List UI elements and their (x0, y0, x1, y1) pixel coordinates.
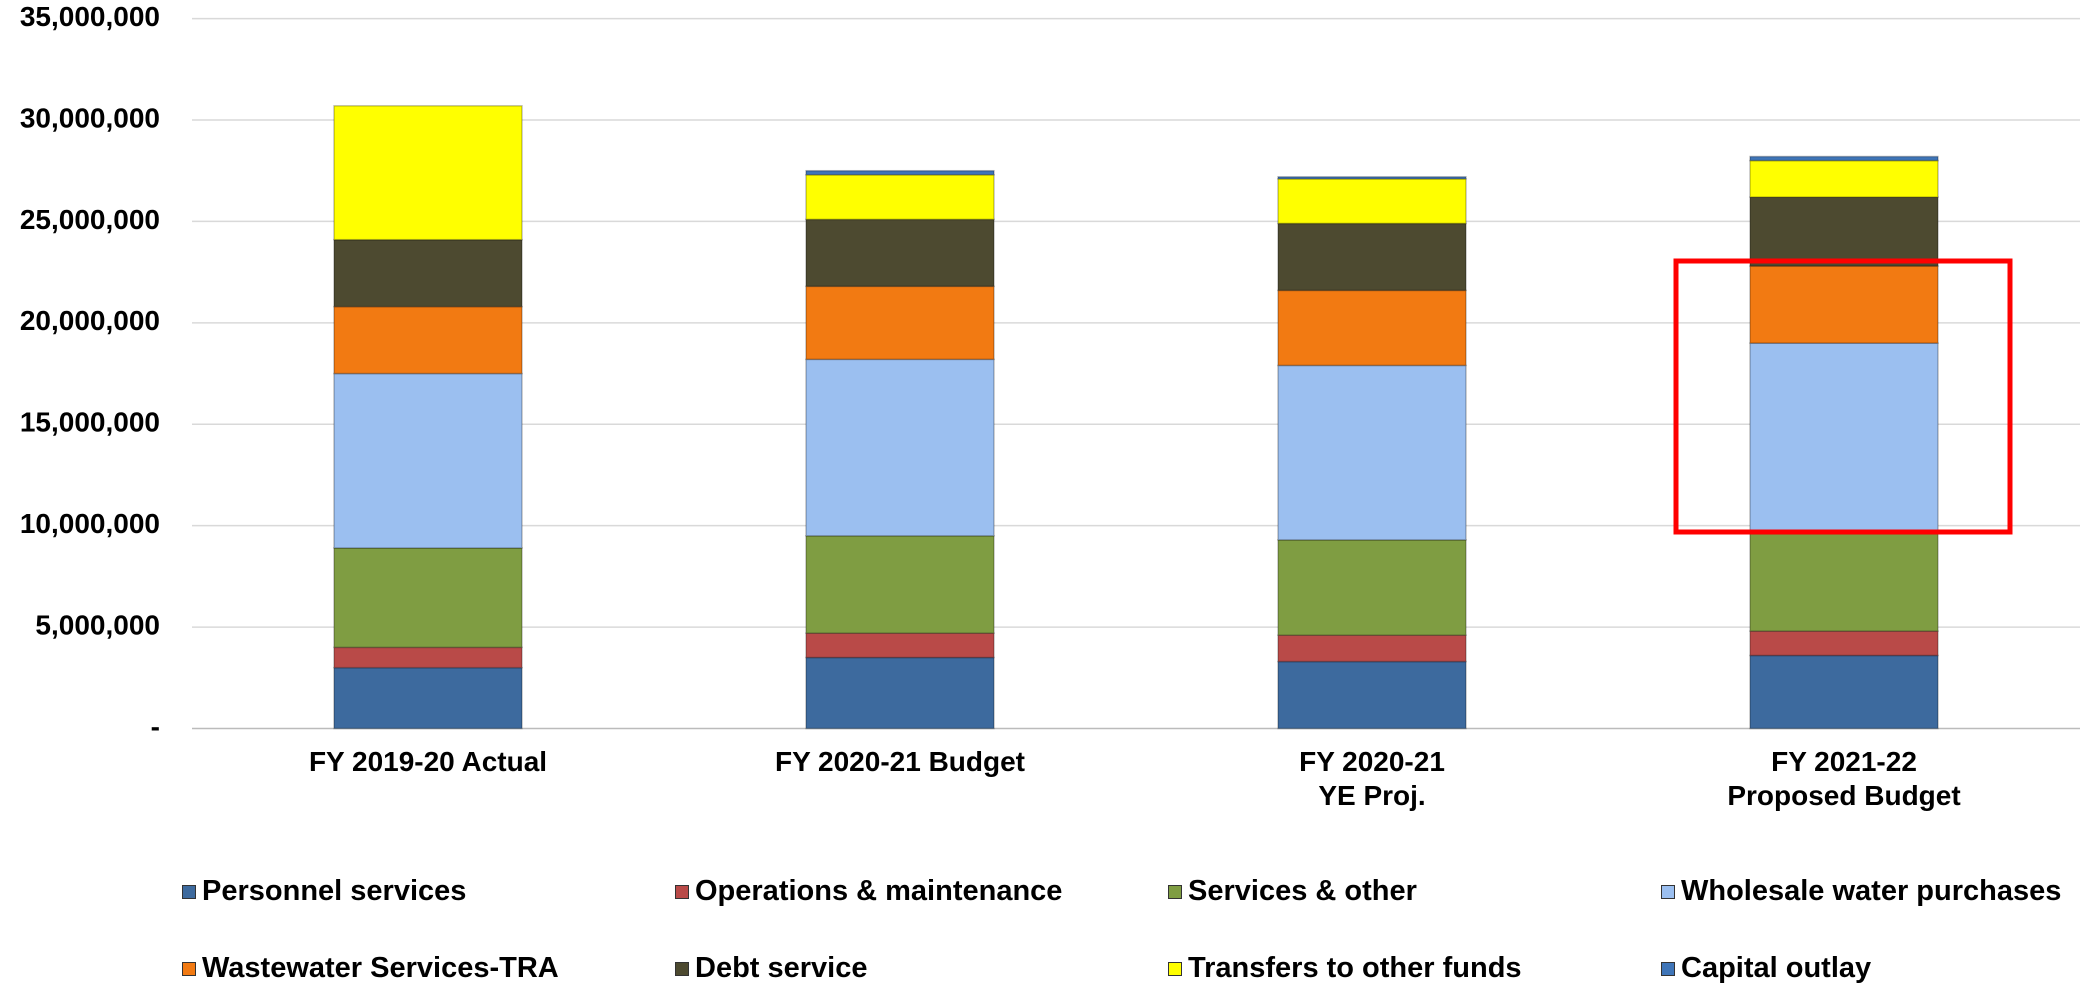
legend-label: Personnel services (202, 875, 467, 907)
y-tick-label: 35,000,000 (20, 1, 160, 32)
bar-segment (805, 174, 995, 221)
legend-item: Capital outlay (1661, 952, 1871, 985)
legend-item: Wholesale water purchases (1661, 875, 2061, 908)
legend-item: Services & other (1168, 875, 1417, 908)
bar-segment (333, 547, 523, 649)
x-tick-label: FY 2020-21 YE Proj. (1299, 746, 1445, 811)
bar-segment (805, 218, 995, 288)
legend-label: Capital outlay (1681, 952, 1872, 984)
bar-segment (1749, 342, 1939, 535)
x-tick-label: FY 2020-21 Budget (774, 746, 1026, 777)
legend-label: Services & other (1188, 875, 1417, 907)
bar-segment (333, 305, 523, 375)
legend-swatch (675, 961, 689, 976)
bar-segment (1277, 634, 1467, 663)
bar-segment (1749, 159, 1939, 198)
x-tick-label: FY 2021-22 Proposed Budget (1727, 746, 1961, 811)
bar-segment (1749, 630, 1939, 657)
legend-label: Operations & maintenance (695, 875, 1063, 907)
bar-segment (333, 105, 523, 241)
bar-segment (1277, 289, 1467, 367)
y-tick-label: 20,000,000 (20, 305, 160, 336)
x-tick-label: FY 2019-20 Actual (308, 746, 548, 777)
bar-segment (1749, 196, 1939, 267)
bar-segment (1277, 660, 1467, 730)
bar-segment (805, 285, 995, 361)
bar-segment (1277, 364, 1467, 541)
legend-swatch (182, 961, 196, 976)
legend-swatch (675, 884, 689, 899)
bar-segment (333, 238, 523, 308)
bar-segment (805, 535, 995, 634)
bar-segment (1749, 533, 1939, 632)
y-tick-label: 5,000,000 (35, 609, 160, 640)
bar-segment (805, 169, 995, 176)
bar-segment (333, 646, 523, 669)
y-tick-label: 10,000,000 (20, 508, 160, 539)
y-tick-label: - (151, 711, 160, 742)
legend-item: Transfers to other funds (1168, 952, 1522, 985)
highlight-box (1673, 258, 2013, 535)
bar-segment (805, 632, 995, 659)
bar-segment (1277, 176, 1467, 180)
bar-segment (805, 656, 995, 730)
bar-segment (333, 666, 523, 730)
bar-segment (805, 358, 995, 537)
y-tick-label: 15,000,000 (20, 407, 160, 438)
legend-item: Wastewater Services-TRA (182, 952, 559, 985)
legend-label: Debt service (695, 952, 868, 984)
bar-segment (1749, 155, 1939, 162)
legend-swatch (1661, 961, 1675, 976)
legend-label: Wastewater Services-TRA (202, 952, 559, 984)
legend-item: Debt service (675, 952, 868, 985)
legend-item: Operations & maintenance (675, 875, 1062, 908)
legend-swatch (182, 884, 196, 899)
y-tick-label: 30,000,000 (20, 102, 160, 133)
legend-label: Wholesale water purchases (1681, 875, 2062, 907)
y-tick-label: 25,000,000 (20, 204, 160, 235)
bar-segment (1277, 178, 1467, 225)
bar-segment (1749, 265, 1939, 344)
legend-swatch (1661, 884, 1675, 899)
legend-swatch (1168, 961, 1182, 976)
legend-swatch (1168, 884, 1182, 899)
bar-segment (1749, 654, 1939, 730)
bar-segment (1277, 539, 1467, 636)
bar-segment (333, 372, 523, 549)
bar-segment (1277, 222, 1467, 292)
legend-item: Personnel services (182, 875, 466, 908)
legend-label: Transfers to other funds (1188, 952, 1522, 984)
